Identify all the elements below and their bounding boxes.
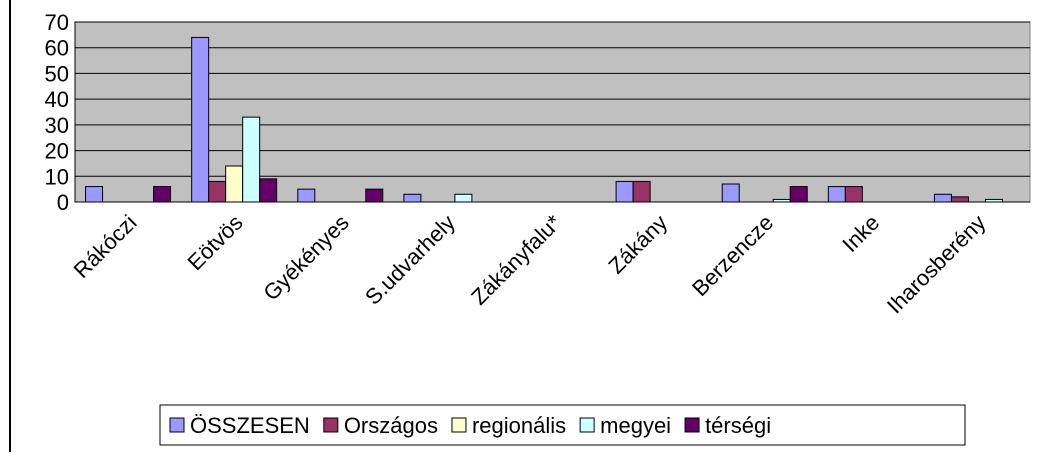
bar [225,165,244,203]
bar [632,180,651,203]
bar [242,116,261,203]
x-tick-label: Rákóczi [69,210,142,283]
bar [721,183,740,203]
bar [933,193,952,203]
legend [159,404,966,446]
legend-label: térségi [705,413,771,438]
y-tick-label: 10 [45,164,69,189]
y-tick-label: 70 [45,10,69,35]
x-tick-label: Berzencze [687,210,778,301]
bar [259,178,278,203]
legend-label: regionális [472,413,566,438]
bar [827,186,846,203]
bar [153,186,172,203]
bar [297,188,316,203]
x-tick-label: Eötvös [182,210,247,275]
legend-swatch [169,417,185,433]
x-tick-label: S.udvarhely [360,210,460,310]
y-tick-label: 30 [45,113,69,138]
legend-label: Országos [344,413,438,438]
y-tick-label: 50 [45,61,69,86]
legend-swatch [323,417,339,433]
legend-swatch [579,417,595,433]
bar [615,180,634,203]
x-tick-label: Inke [837,210,884,257]
y-tick-label: 0 [57,190,69,215]
bar [984,198,1003,203]
bar [950,196,969,203]
y-tick-label: 40 [45,87,69,112]
x-tick-label: Iharosberény [882,210,990,318]
y-tick-label: 20 [45,139,69,164]
bar [844,186,863,203]
bar [403,193,422,203]
x-tick-label: Zákányfalu* [466,210,566,310]
x-tick-label: Gyékényes [258,210,354,306]
plot-area [74,21,1031,203]
bar [454,193,473,203]
y-tick-label: 60 [45,36,69,61]
bar [191,36,210,203]
bar [772,198,791,203]
legend-label: ÖSSZESEN [190,413,310,438]
bar [789,186,808,203]
bar [365,188,384,203]
bar [85,186,104,203]
legend-swatch [684,417,700,433]
x-tick-label: Zákány [603,210,672,279]
legend-swatch [451,417,467,433]
bar [208,180,227,203]
legend-label: megyei [600,413,671,438]
